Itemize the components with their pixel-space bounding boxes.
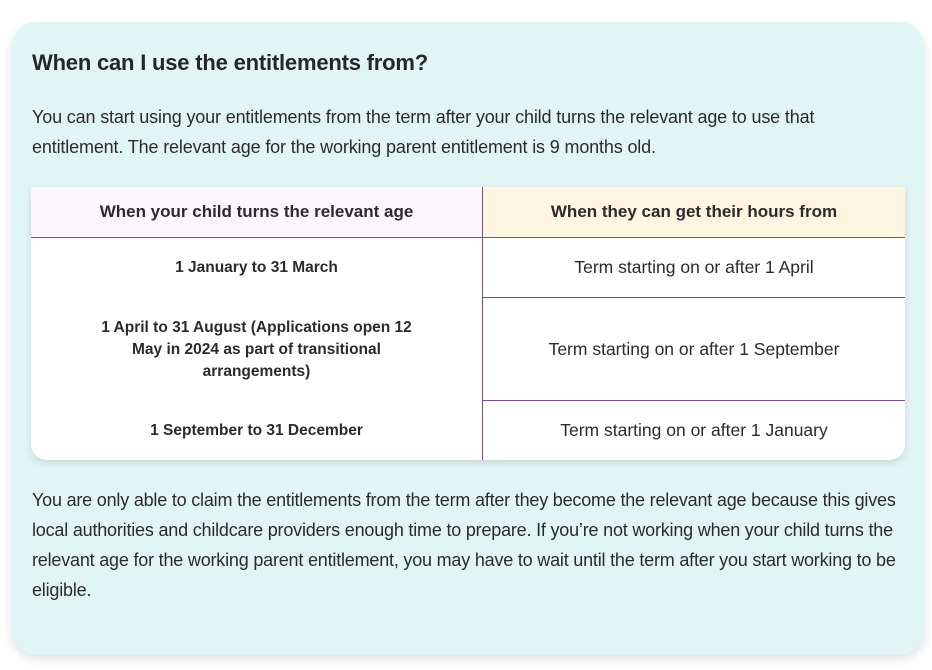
column-header-hours: When they can get their hours from (483, 187, 905, 238)
outro-paragraph: You are only able to claim the entitleme… (32, 490, 896, 600)
table-cell-age: 1 April to 31 August (Applications open … (101, 318, 412, 380)
table-cell-hours: Term starting on or after 1 April (483, 238, 905, 298)
table-cell-hours: Term starting on or after 1 January (560, 420, 828, 440)
table-cell-age: 1 September to 31 December (150, 421, 363, 439)
column-header-age: When your child turns the relevant age (31, 187, 482, 238)
hours-column: When they can get their hours from Term … (483, 187, 905, 460)
table-cell-age: 1 January to 31 March (175, 259, 338, 276)
age-column: When your child turns the relevant age 1… (31, 187, 483, 460)
intro-paragraph: You can start using your entitlements fr… (32, 107, 815, 157)
table-cell-hours: Term starting on or after 1 September (483, 298, 905, 401)
section-heading: When can I use the entitlements from? (32, 50, 428, 75)
info-card: When can I use the entitlements from? Yo… (11, 22, 925, 655)
entitlement-table: When your child turns the relevant age 1… (31, 187, 905, 460)
